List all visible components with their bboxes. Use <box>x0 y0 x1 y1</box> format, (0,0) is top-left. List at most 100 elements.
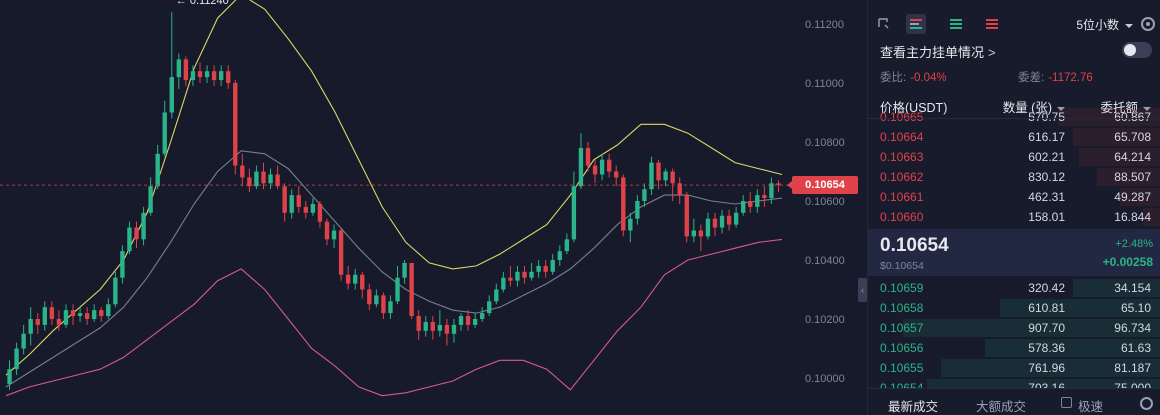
ask-qty: 462.31 <box>1028 190 1065 204</box>
ask-qty: 570.75 <box>1028 110 1065 124</box>
order-ratio-row: 委比: -0.04% 委差: -1172.76 <box>880 69 1150 85</box>
y-axis-tick-label: 0.10400 <box>805 255 845 267</box>
candle-body <box>409 262 414 317</box>
candle-body <box>705 218 711 237</box>
bid-price: 0.10657 <box>880 321 924 335</box>
candle-body <box>240 165 245 178</box>
ask-row[interactable]: 0.10664 616.17 65.708 <box>868 127 1160 147</box>
total-column-header[interactable]: 委托额 <box>1100 97 1151 116</box>
collapse-panel-handle[interactable]: ‹ <box>858 278 867 302</box>
depth-view-icon[interactable] <box>874 14 894 34</box>
lower-band-line <box>5 238 783 397</box>
ask-total: 60.867 <box>1114 110 1151 124</box>
mid-price-bar: 0.10654 $0.10654 +2.48% +0.00258 <box>868 229 1160 276</box>
both-sides-view-icon[interactable] <box>906 14 926 34</box>
candle-body <box>642 189 647 201</box>
candle-body <box>254 171 259 187</box>
price-change-value: +0.00258 <box>1102 255 1153 269</box>
ask-row[interactable]: 0.10665 570.75 60.867 <box>868 107 1160 127</box>
candle-body <box>211 71 217 81</box>
last-price-usd: $0.10654 <box>880 260 924 272</box>
candle-body <box>226 71 231 83</box>
fast-mode-checkbox[interactable] <box>1061 397 1072 408</box>
candle-body <box>571 186 577 240</box>
candle-body <box>338 230 344 275</box>
bid-row[interactable]: 0.10658 610.81 65.10 <box>868 298 1160 318</box>
upper-band-line <box>5 0 783 376</box>
candle-body <box>374 295 379 305</box>
candle-body <box>649 162 654 190</box>
candle-body <box>7 369 12 384</box>
settings-icon[interactable] <box>1141 17 1155 31</box>
bid-row[interactable]: 0.10655 761.96 81.187 <box>868 358 1160 378</box>
bid-depth-bar <box>903 319 1160 337</box>
ask-list: 0.10665 570.75 60.867 0.10664 616.17 65.708 0.… <box>868 107 1160 229</box>
asks-only-view-icon[interactable] <box>982 14 1002 34</box>
bid-depth-bar <box>999 299 1160 317</box>
diff-label: 委差: <box>1018 72 1045 84</box>
candle-body <box>113 277 118 305</box>
bid-qty: 578.36 <box>1028 341 1065 355</box>
y-axis-tick-label: 0.10800 <box>805 137 845 149</box>
y-axis-tick-label: 0.10200 <box>805 314 845 326</box>
chart-canvas[interactable]: 0.11200 0.11000 0.10800 0.10600 0.10400 0.102… <box>0 0 858 415</box>
high-price-label: ← 0.11240 <box>176 0 229 7</box>
candle-body <box>501 277 506 290</box>
bid-row[interactable]: 0.10654 703.16 75.000 <box>868 378 1160 388</box>
bid-total: 34.154 <box>1114 281 1151 295</box>
candle-body <box>162 112 167 154</box>
ask-row[interactable]: 0.10662 830.12 88.507 <box>868 167 1160 187</box>
candle-body <box>755 195 760 207</box>
candle-body <box>592 165 598 175</box>
candle-body <box>472 319 478 325</box>
candle-body <box>698 230 704 237</box>
tab-large-trades[interactable]: 大额成交 <box>976 400 1027 414</box>
candle-body <box>733 212 739 225</box>
ask-row[interactable]: 0.10661 462.31 49.287 <box>868 187 1160 207</box>
bids-only-view-icon[interactable] <box>946 14 966 34</box>
ask-row[interactable]: 0.10660 158.01 16.844 <box>868 207 1160 227</box>
candle-body <box>183 59 189 81</box>
bid-row[interactable]: 0.10659 320.42 34.154 <box>868 278 1160 298</box>
candle-body <box>155 153 160 187</box>
candle-body <box>748 201 753 207</box>
bid-depth-bar <box>1073 279 1160 297</box>
candlestick-chart[interactable]: 0.11200 0.11000 0.10800 0.10600 0.10400 0.102… <box>0 0 858 415</box>
bid-row[interactable]: 0.10657 907.70 96.734 <box>868 318 1160 338</box>
candle-body <box>268 174 273 184</box>
candle-body <box>247 177 252 187</box>
bid-qty: 320.42 <box>1028 281 1065 295</box>
candle-body <box>437 324 443 331</box>
candle-body <box>197 71 203 78</box>
ask-depth-bar <box>1143 208 1160 226</box>
ask-row[interactable]: 0.10663 602.21 64.214 <box>868 147 1160 167</box>
ask-price: 0.10664 <box>880 130 924 144</box>
y-axis-tick-label: 0.10600 <box>805 196 845 208</box>
trades-settings-icon[interactable] <box>1140 397 1153 410</box>
candle-body <box>56 319 62 325</box>
ask-total: 88.507 <box>1114 170 1151 184</box>
candle-body <box>719 215 725 228</box>
candle-body <box>465 316 471 325</box>
main-orders-toggle[interactable] <box>1122 42 1152 58</box>
main-orders-link[interactable]: 查看主力挂单情况 > <box>880 42 996 61</box>
quantity-column-header[interactable]: 数量 (张) <box>1003 97 1065 116</box>
candle-body <box>99 310 104 317</box>
ratio-label: 委比: <box>880 72 907 84</box>
tab-latest-trades[interactable]: 最新成交 <box>888 400 939 414</box>
candle-body <box>726 215 732 225</box>
candle-body <box>275 174 280 187</box>
decimals-dropdown[interactable]: 5位小数 <box>1076 16 1133 33</box>
candle-body <box>395 277 400 302</box>
chevron-right-icon: > <box>988 45 996 60</box>
candle-body <box>691 230 697 237</box>
candle-body <box>63 310 69 325</box>
candle-body <box>388 301 393 314</box>
bid-list: 0.10659 320.42 34.154 0.10658 610.81 65.10 0.1… <box>868 278 1160 388</box>
candle-body <box>190 71 196 81</box>
candle-body <box>451 324 457 334</box>
bid-row[interactable]: 0.10656 578.36 61.63 <box>868 338 1160 358</box>
ask-total: 64.214 <box>1114 150 1151 164</box>
candle-body <box>84 313 90 319</box>
last-price: 0.10654 <box>880 235 949 256</box>
